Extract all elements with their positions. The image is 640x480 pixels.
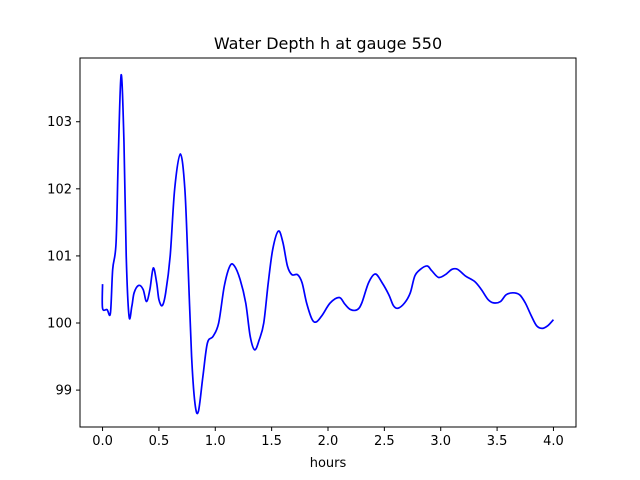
series-line-0 <box>101 73 555 415</box>
chart-title: Water Depth h at gauge 550 <box>214 34 442 53</box>
y-tick-label: 103 <box>47 115 72 130</box>
x-tick-label: 2.0 <box>318 434 339 449</box>
y-tick-label: 100 <box>47 317 72 332</box>
y-axis-ticks: 99 100 101 102 103 <box>47 115 80 399</box>
x-tick-label: 4.0 <box>543 434 564 449</box>
y-tick-label: 99 <box>55 384 72 399</box>
x-axis-label: hours <box>310 456 347 471</box>
x-tick-label: 0.0 <box>92 434 113 449</box>
y-tick-label: 101 <box>47 249 72 264</box>
x-tick-label: 1.0 <box>205 434 226 449</box>
x-tick-label: 3.0 <box>430 434 451 449</box>
series-layer <box>101 73 555 415</box>
x-tick-label: 1.5 <box>261 434 282 449</box>
x-tick-label: 3.5 <box>487 434 508 449</box>
y-tick-label: 102 <box>47 182 72 197</box>
x-tick-label: 2.5 <box>374 434 395 449</box>
x-tick-label: 0.5 <box>149 434 170 449</box>
x-axis-ticks: 0.0 0.5 1.0 1.5 2.0 2.5 3.0 3.5 4.0 <box>92 427 564 449</box>
